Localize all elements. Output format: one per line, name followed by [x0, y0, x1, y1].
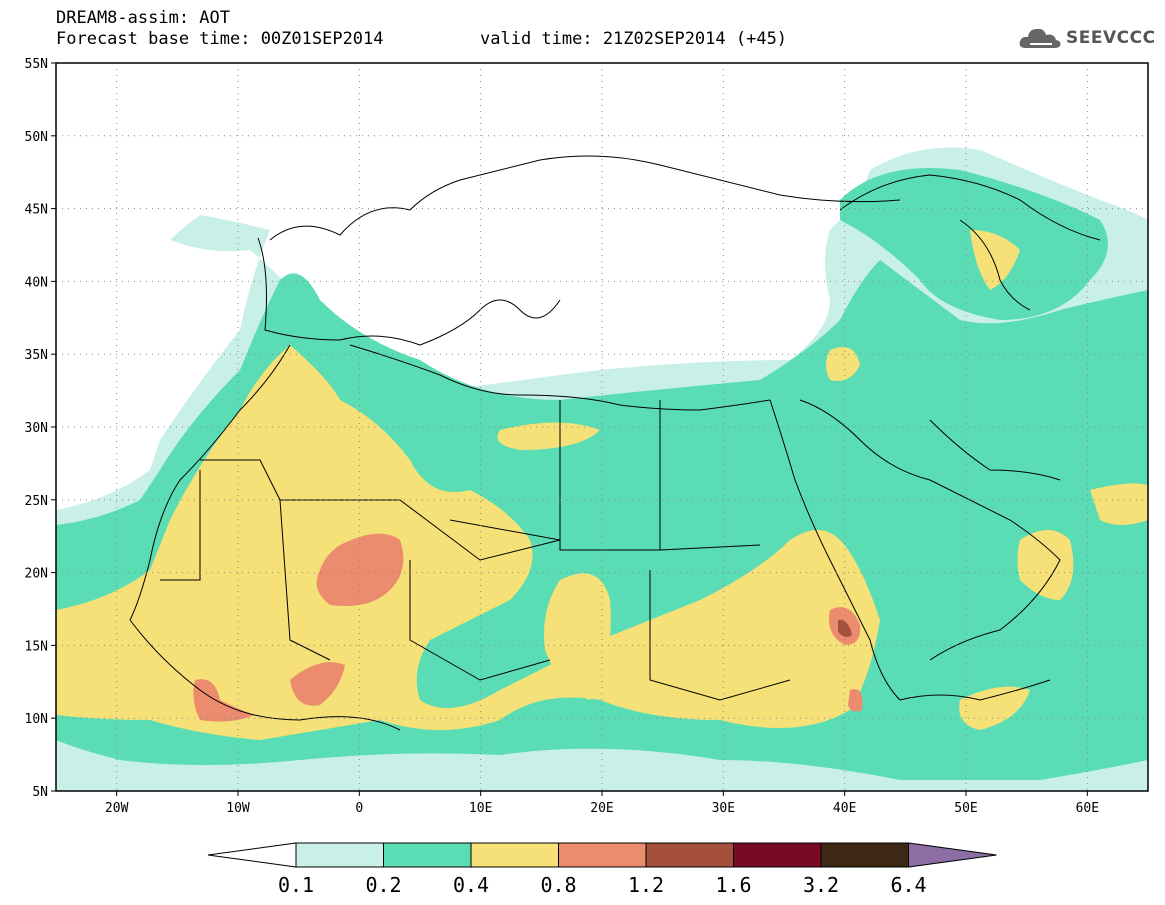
valid-time: valid time: 21Z02SEP2014 (+45): [480, 29, 788, 49]
aot-level-0.8: [316, 533, 404, 606]
colorbar-swatch: [645, 842, 734, 868]
lat-label: 5N: [32, 785, 48, 800]
lon-label: 30E: [712, 801, 735, 816]
lon-label: 10E: [469, 801, 492, 816]
lon-label: 20W: [105, 801, 129, 816]
colorbar-swatch: [820, 842, 909, 868]
lon-label: 40E: [833, 801, 856, 816]
colorbar-swatch: [295, 842, 384, 868]
lon-label: 50E: [954, 801, 977, 816]
lat-label: 20N: [25, 567, 48, 582]
lat-label: 15N: [25, 639, 48, 654]
colorbar-label: 1.6: [715, 873, 751, 897]
cloud-icon: [1019, 28, 1061, 48]
lon-label: 60E: [1076, 801, 1099, 816]
lon-labels: 20W 10W 0 10E 20E 30E 40E 50E 60E: [105, 801, 1099, 816]
logo-text: SEEVCCC: [1066, 28, 1156, 48]
title-line-2: Forecast base time: 00Z01SEP2014: [56, 29, 384, 49]
lat-labels: 55N 50N 45N 40N 35N 30N 25N 20N 15N 10N 5N: [25, 57, 48, 800]
lat-label: 25N: [25, 494, 48, 509]
lon-label: 10W: [226, 801, 250, 816]
lon-label: 20E: [590, 801, 613, 816]
lat-label: 40N: [25, 275, 48, 290]
lat-label: 45N: [25, 203, 48, 218]
colorbar-swatch: [558, 842, 647, 868]
seevccc-logo: SEEVCCC: [1018, 24, 1156, 52]
aot-level-0.4: [56, 345, 880, 740]
title-line-1: DREAM8-assim: AOT: [56, 8, 230, 28]
lat-label: 10N: [25, 712, 48, 727]
lat-label: 30N: [25, 421, 48, 436]
colorbar-labels: 0.1 0.2 0.4 0.8 1.2 1.6 3.2 6.4: [278, 873, 927, 897]
colorbar-swatch: [470, 842, 559, 868]
colorbar-label: 6.4: [890, 873, 926, 897]
graticule: [56, 63, 1148, 791]
lat-label: 50N: [25, 130, 48, 145]
colorbar-label: 1.2: [628, 873, 664, 897]
colorbar-label: 0.1: [278, 873, 314, 897]
colorbar: [207, 842, 997, 868]
colorbar-label: 0.8: [540, 873, 576, 897]
lat-label: 55N: [25, 57, 48, 72]
axis-ticks: [51, 62, 1088, 796]
colorbar-max-arrow: [908, 842, 997, 868]
colorbar-label: 0.2: [365, 873, 401, 897]
colorbar-min-arrow: [207, 842, 297, 868]
colorbar-label: 0.4: [453, 873, 489, 897]
lat-label: 35N: [25, 348, 48, 363]
colorbar-swatch: [733, 842, 822, 868]
colorbar-swatch: [383, 842, 472, 868]
colorbar-label: 3.2: [803, 873, 839, 897]
lon-label: 0: [355, 801, 363, 816]
